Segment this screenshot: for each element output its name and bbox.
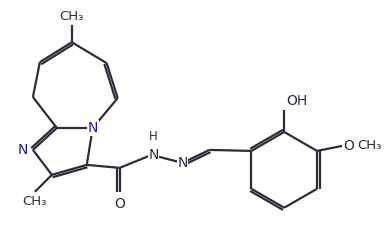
Text: N: N (148, 148, 159, 162)
Text: H: H (149, 130, 158, 143)
Text: OH: OH (286, 94, 307, 108)
Text: N: N (177, 156, 188, 170)
Text: O: O (114, 197, 125, 211)
Text: N: N (87, 121, 98, 135)
Text: N: N (17, 143, 28, 157)
Text: CH₃: CH₃ (357, 139, 381, 152)
Text: CH₃: CH₃ (60, 10, 84, 23)
Text: O: O (343, 139, 354, 153)
Text: CH₃: CH₃ (23, 195, 47, 208)
